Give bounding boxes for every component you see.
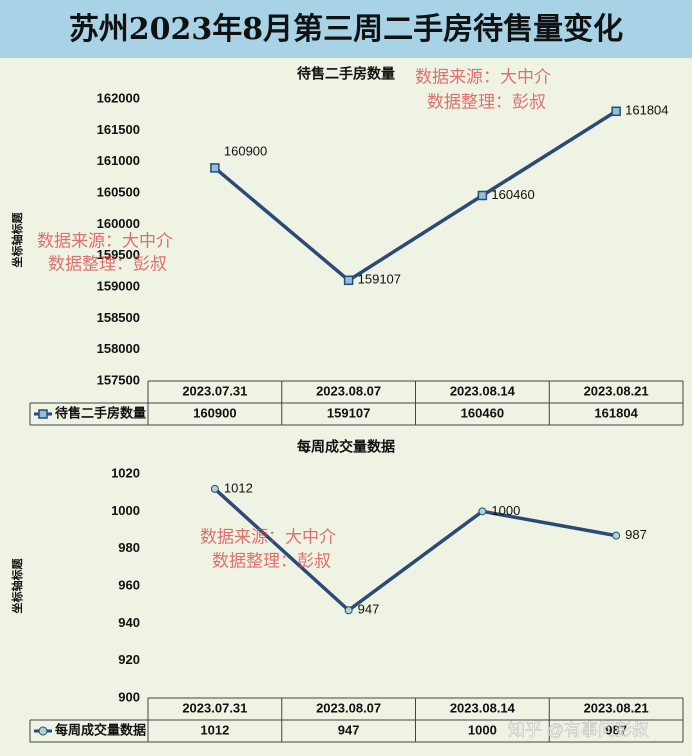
y-tick-label: 960	[118, 577, 140, 592]
y-axis-title: 坐标轴标题	[10, 212, 24, 268]
data-label: 161804	[625, 103, 668, 118]
x-tick-label: 2023.07.31	[182, 700, 247, 715]
table-value: 1000	[468, 722, 497, 737]
chart-title: 每周成交量数据	[297, 439, 395, 455]
marker	[210, 484, 219, 493]
y-tick-label: 1000	[111, 503, 140, 518]
data-label: 160900	[224, 143, 267, 158]
legend-marker	[38, 726, 48, 736]
x-tick-label: 2023.08.21	[584, 383, 649, 398]
x-tick-label: 2023.08.07	[316, 383, 381, 398]
x-tick-label: 2023.08.07	[316, 700, 381, 715]
watermark: 知乎 @有事问彭叔	[508, 720, 649, 739]
x-tick-label: 2023.08.14	[450, 700, 516, 715]
watermark: 数据整理：彭叔	[48, 255, 167, 275]
y-tick-label: 158000	[97, 341, 140, 356]
page-title: 苏州2023年8月第三周二手房待售量变化	[69, 12, 623, 47]
table-value: 947	[338, 722, 360, 737]
marker	[210, 163, 220, 173]
marker	[611, 106, 621, 117]
line-series	[213, 109, 618, 283]
marker	[478, 507, 487, 516]
y-tick-label: 940	[118, 615, 140, 630]
y-tick-label: 158500	[97, 310, 140, 325]
line-series	[213, 487, 617, 613]
y-tick-label: 1020	[111, 465, 140, 480]
marker	[343, 275, 354, 286]
watermark: 数据来源：大中介	[200, 528, 336, 548]
marker	[612, 531, 621, 540]
legend-label: 每周成交量数据	[55, 722, 146, 737]
marker	[477, 190, 488, 201]
y-tick-label: 920	[118, 652, 140, 667]
y-tick-label: 159000	[97, 278, 140, 293]
data-label: 1012	[224, 480, 253, 495]
data-label: 159107	[358, 272, 401, 287]
watermark: 数据整理：彭叔	[427, 93, 546, 113]
chart-title: 待售二手房数量	[297, 66, 395, 82]
table-value: 161804	[594, 405, 638, 420]
table-value: 160900	[193, 405, 236, 420]
data-label: 1000	[491, 503, 520, 518]
y-tick-label: 161000	[97, 153, 140, 168]
watermark: 数据来源：大中介	[37, 232, 173, 252]
y-tick-label: 160000	[97, 216, 140, 231]
y-tick-label: 157500	[97, 372, 140, 387]
watermark: 数据整理：彭叔	[212, 552, 331, 572]
legend-marker	[38, 409, 48, 419]
marker	[344, 606, 353, 615]
x-tick-label: 2023.07.31	[182, 383, 247, 398]
table-value: 1012	[200, 722, 229, 737]
table-value: 987	[605, 722, 627, 737]
title-banner	[0, 0, 692, 58]
data-label: 160460	[491, 187, 534, 202]
y-tick-label: 159500	[97, 247, 140, 262]
y-tick-label: 980	[118, 540, 140, 555]
watermark: 数据来源：大中介	[415, 68, 551, 88]
data-label: 947	[358, 602, 380, 617]
y-tick-label: 162000	[97, 90, 140, 105]
y-axis-title: 坐标轴标题	[10, 558, 24, 614]
table-value: 159107	[327, 405, 370, 420]
table-value: 160460	[461, 405, 504, 420]
y-tick-label: 900	[118, 689, 140, 704]
legend-label: 待售二手房数量	[54, 405, 146, 420]
y-tick-label: 160500	[97, 184, 140, 199]
x-tick-label: 2023.08.21	[584, 700, 649, 715]
y-tick-label: 161500	[97, 122, 140, 137]
x-tick-label: 2023.08.14	[450, 383, 516, 398]
data-label: 987	[625, 527, 647, 542]
